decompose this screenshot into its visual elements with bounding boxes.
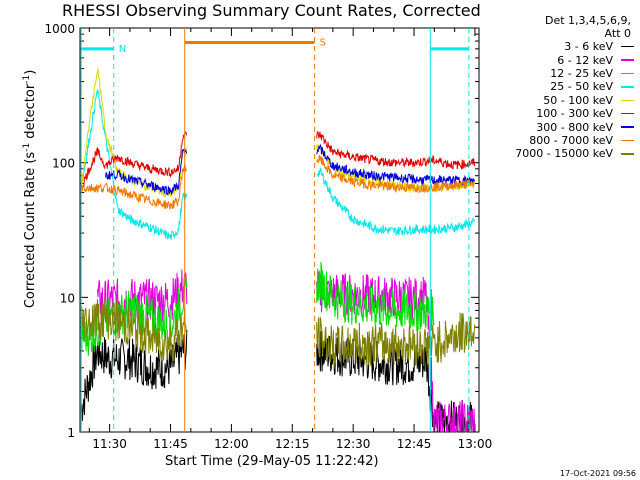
legend-item: 800 - 7000 keV	[474, 134, 634, 147]
legend-swatch	[621, 153, 634, 155]
data-series-line	[80, 262, 435, 356]
data-series-line	[80, 130, 476, 191]
legend-swatch	[621, 112, 634, 115]
y-tick-label: 10	[60, 291, 75, 305]
legend-swatch	[621, 126, 634, 128]
legend-item: 12 - 25 keV	[474, 67, 634, 80]
legend-label: 25 - 50 keV	[550, 80, 613, 94]
legend-swatch	[621, 45, 634, 48]
legend-label: 12 - 25 keV	[550, 66, 613, 80]
legend-item: 6 - 12 keV	[474, 53, 634, 67]
legend-detector-header: Det 1,3,4,5,6,9,	[544, 14, 631, 27]
data-series-line	[81, 89, 476, 240]
legend-attenuator-header: Att 0	[604, 27, 631, 40]
legend-item: 300 - 800 keV	[474, 120, 634, 134]
y-tick-label: 1000	[44, 22, 75, 36]
x-tick-label: 12:45	[397, 437, 432, 451]
x-tick-label: 11:30	[92, 437, 127, 451]
x-tick-label: 13:00	[458, 437, 493, 451]
y-tick-label: 100	[52, 157, 75, 171]
x-axis-label: Start Time (29-May-05 11:22:42)	[165, 454, 379, 469]
legend-label: 6 - 12 keV	[557, 53, 613, 67]
data-series-line	[97, 269, 476, 433]
legend-swatch	[621, 59, 634, 61]
data-series-line	[80, 155, 476, 210]
legend-label: 3 - 6 keV	[564, 40, 613, 54]
legend-item: 7000 - 15000 keV	[474, 147, 634, 160]
y-axis-label: Corrected Count Rate (s-1 detector-1)	[21, 69, 39, 309]
generated-timestamp: 17-Oct-2021 09:56	[560, 469, 636, 478]
legend-label: 50 - 100 keV	[543, 93, 613, 107]
legend-label: 100 - 300 keV	[536, 107, 613, 121]
data-series-line	[80, 68, 476, 198]
x-tick-label: 11:45	[153, 437, 188, 451]
plot-frame	[79, 27, 480, 433]
legend-label: 300 - 800 keV	[536, 120, 613, 134]
data-series-line	[105, 143, 476, 196]
legend-swatch	[621, 99, 634, 101]
legend-swatch	[621, 139, 634, 142]
x-tick-label: 12:00	[214, 437, 249, 451]
legend-label: 7000 - 15000 keV	[515, 147, 613, 161]
legend-label: 800 - 7000 keV	[529, 133, 613, 147]
x-tick-label: 12:15	[275, 437, 310, 451]
y-tick-label: 1	[67, 426, 75, 440]
legend: 3 - 6 keV 6 - 12 keV 12 - 25 keV 25 - 50 ke…	[474, 40, 634, 161]
x-tick-label: 12:30	[336, 437, 371, 451]
mode-marker-label: N	[119, 44, 126, 55]
legend-item: 3 - 6 keV	[474, 40, 634, 53]
mode-marker-label: S	[320, 38, 326, 49]
data-series-line	[80, 299, 476, 369]
chart-title: RHESSI Observing Summary Count Rates, Co…	[62, 1, 481, 20]
legend-item: 50 - 100 keV	[474, 94, 634, 107]
legend-item: 25 - 50 keV	[474, 80, 634, 93]
legend-item: 100 - 300 keV	[474, 107, 634, 120]
legend-swatch	[621, 72, 634, 75]
legend-swatch	[621, 86, 634, 88]
